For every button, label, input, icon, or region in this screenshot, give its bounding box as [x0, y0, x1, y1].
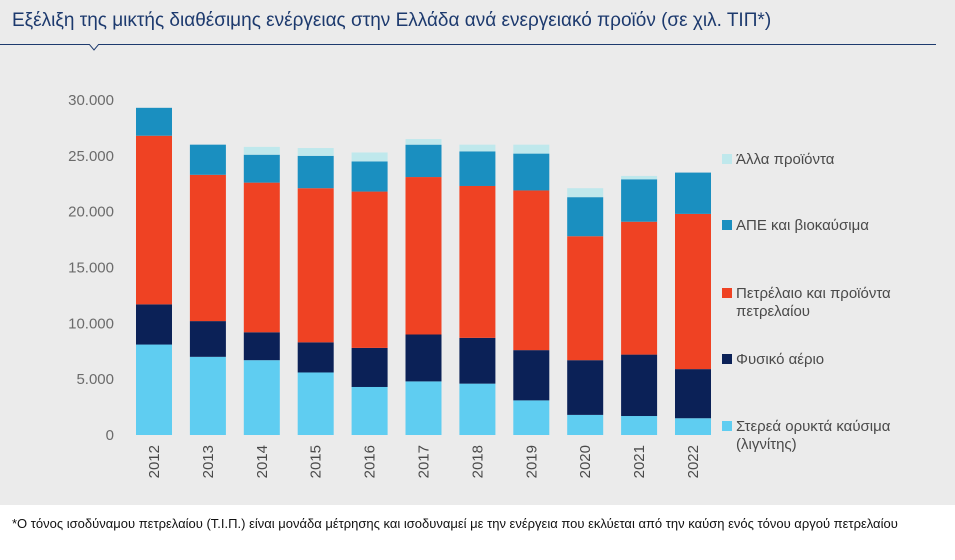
bar-segment-2022-s1: [675, 369, 711, 419]
bar-segment-2022-s2: [675, 213, 711, 370]
legend-swatch-2: [722, 288, 732, 298]
y-tick-label: 10.000: [68, 315, 114, 332]
bar-segment-2017-s1: [405, 334, 442, 382]
bar-segment-2021-s4: [621, 175, 658, 180]
chart-title: Εξέλιξη της μικτής διαθέσιμης ενέργειας …: [12, 10, 772, 31]
bar-segment-2017-s2: [405, 177, 442, 335]
bar-segment-2020-s1: [567, 360, 604, 415]
legend-label: Στερεά ορυκτά καύσιμα: [736, 418, 891, 435]
bar-segment-2012-s3: [136, 107, 172, 136]
legend-label: ΑΠΕ και βιοκαύσιμα: [736, 217, 869, 234]
bar-segment-2018-s2: [459, 185, 496, 338]
bar-segment-2015-s3: [297, 155, 334, 189]
bar-segment-2016-s0: [351, 386, 388, 435]
y-tick-label: 25.000: [68, 148, 114, 165]
bar-segment-2015-s1: [297, 342, 334, 373]
bar-segment-2016-s1: [351, 347, 388, 387]
x-tick-label: 2012: [146, 445, 163, 478]
bar-segment-2021-s3: [621, 179, 658, 222]
x-tick-label: 2016: [362, 445, 379, 478]
bar-segment-2012-s1: [136, 304, 172, 345]
bar-segment-2021-s1: [621, 354, 658, 417]
bar-segment-2019-s2: [513, 190, 550, 351]
bar-segment-2013-s3: [189, 144, 226, 175]
bar-segment-2015-s0: [297, 372, 334, 435]
bar-segment-2014-s4: [243, 146, 280, 155]
y-tick-label: 0: [106, 427, 114, 444]
bar-segment-2020-s4: [567, 188, 604, 198]
bar-segment-2014-s1: [243, 332, 280, 361]
bar-segment-2021-s2: [621, 221, 658, 355]
bar-segment-2018-s0: [459, 383, 496, 435]
legend-swatch-1: [722, 354, 732, 364]
title-underline: [0, 44, 936, 45]
bar-segment-2015-s2: [297, 188, 334, 343]
y-tick-label: 20.000: [68, 204, 114, 221]
bar-segment-2016-s4: [351, 152, 388, 162]
x-tick-label: 2021: [631, 445, 648, 478]
y-tick-label: 30.000: [68, 92, 114, 109]
bar-segment-2020-s2: [567, 236, 604, 361]
title-notch: [89, 44, 99, 51]
x-tick-label: 2018: [469, 445, 486, 478]
x-tick-label: 2022: [685, 445, 702, 478]
bar-segment-2017-s3: [405, 144, 442, 178]
bar-segment-2019-s3: [513, 153, 550, 191]
bar-segment-2018-s4: [459, 144, 496, 152]
x-tick-label: 2017: [416, 445, 433, 478]
bar-segment-2019-s0: [513, 400, 550, 435]
bar-segment-2018-s3: [459, 151, 496, 186]
legend-label: Φυσικό αέριο: [736, 351, 824, 368]
legend-swatch-3: [722, 220, 732, 230]
legend-label: Πετρέλαιο και προϊόντα: [736, 285, 891, 302]
x-tick-label: 2020: [577, 445, 594, 478]
bar-segment-2020-s0: [567, 414, 604, 435]
bar-segment-2019-s4: [513, 144, 550, 154]
bar-segment-2014-s2: [243, 182, 280, 333]
bar-segment-2017-s4: [405, 139, 442, 145]
bar-segment-2018-s1: [459, 337, 496, 384]
bar-segment-2012-s0: [136, 344, 172, 435]
stacked-bar-chart: 0 5.000 10.000 15.000 20.000 25.000 30.000 2012…: [68, 92, 891, 478]
legend-swatch-0: [722, 421, 732, 431]
x-tick-label: 2019: [523, 445, 540, 478]
footnote-box: *Ο τόνος ισοδύναμου πετρελαίου (Τ.Ι.Π.) …: [0, 505, 955, 560]
bar-segment-2014-s3: [243, 154, 280, 183]
legend-label: πετρελαίου: [736, 303, 810, 320]
bar-segment-2015-s4: [297, 148, 334, 156]
footnote-text: *Ο τόνος ισοδύναμου πετρελαίου (Τ.Ι.Π.) …: [12, 516, 898, 531]
bar-segment-2020-s3: [567, 197, 604, 237]
legend-label: Άλλα προϊόντα: [736, 151, 835, 168]
bar-segment-2012-s2: [136, 135, 172, 305]
bar-segment-2022-s3: [675, 172, 711, 214]
bar-segment-2017-s0: [405, 381, 442, 435]
x-tick-label: 2013: [200, 445, 217, 478]
bar-segment-2022-s0: [675, 418, 711, 435]
legend-swatch-4: [722, 154, 732, 164]
bar-segment-2013-s0: [189, 356, 226, 435]
y-tick-label: 5.000: [76, 371, 114, 388]
bar-segment-2016-s2: [351, 191, 388, 348]
x-tick-label: 2015: [308, 445, 325, 478]
x-tick-label: 2014: [254, 445, 271, 478]
bar-segment-2016-s3: [351, 161, 388, 192]
bar-segment-2019-s1: [513, 350, 550, 401]
bar-segment-2021-s0: [621, 416, 658, 435]
y-tick-label: 15.000: [68, 260, 114, 277]
bar-segment-2013-s1: [189, 321, 226, 357]
bar-segment-2013-s2: [189, 174, 226, 322]
bar-segment-2014-s0: [243, 360, 280, 435]
legend-label: (λιγνίτης): [736, 436, 797, 453]
